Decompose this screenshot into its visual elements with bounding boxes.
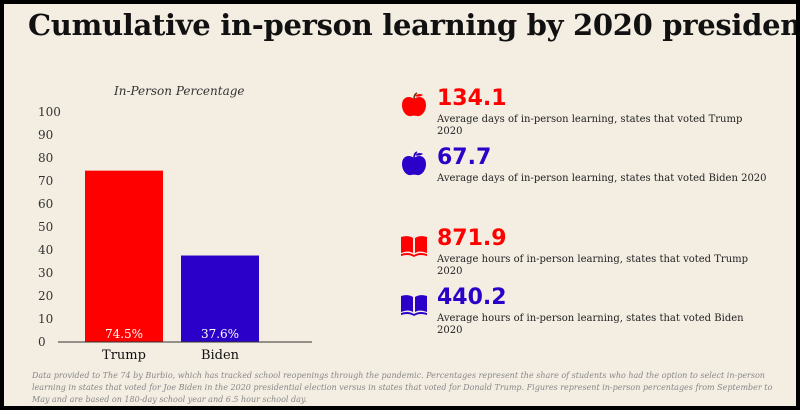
y-tick-label: 40 (38, 243, 53, 257)
bar (181, 255, 259, 342)
y-tick-label: 20 (38, 289, 53, 303)
bar-chart: 0 10 20 30 40 50 60 70 80 90 100 74.5% Trump 37.6% Bid… (38, 105, 312, 363)
book-icon (401, 236, 427, 257)
x-tick-label: Biden (201, 348, 240, 363)
chart-title: In-Person Percentage (114, 84, 245, 98)
data-label: 74.5% (105, 327, 143, 341)
book-icon (401, 295, 427, 316)
page-title: Cumulative in-person learning by 2020 pr… (28, 8, 800, 42)
bar (85, 170, 163, 342)
stat-description: Average hours of in-person learning, sta… (437, 254, 749, 277)
stat-value: 440.2 (437, 285, 507, 310)
stat-description: Average days of in-person learning, stat… (437, 173, 767, 184)
footnote: Data provided to The 74 by Burbio, which… (32, 371, 773, 404)
stat-value: 871.9 (437, 226, 507, 251)
stat-description: Average days of in-person learning, stat… (437, 114, 743, 137)
y-tick-label: 0 (38, 335, 46, 349)
y-tick-label: 30 (38, 266, 53, 280)
y-tick-label: 80 (38, 151, 53, 165)
y-tick-label: 10 (38, 312, 53, 326)
stat-description: Average hours of in-person learning, sta… (437, 313, 744, 336)
y-tick-label: 100 (38, 105, 61, 119)
x-tick-label: Trump (102, 348, 146, 363)
apple-icon (402, 151, 426, 176)
y-tick-label: 90 (38, 128, 53, 142)
y-tick-label: 60 (38, 197, 53, 211)
stat-value: 134.1 (437, 86, 507, 111)
stat-value: 67.7 (437, 145, 492, 170)
y-tick-label: 70 (38, 174, 53, 188)
y-tick-label: 50 (38, 220, 53, 234)
data-label: 37.6% (201, 327, 239, 341)
apple-icon (402, 92, 426, 117)
